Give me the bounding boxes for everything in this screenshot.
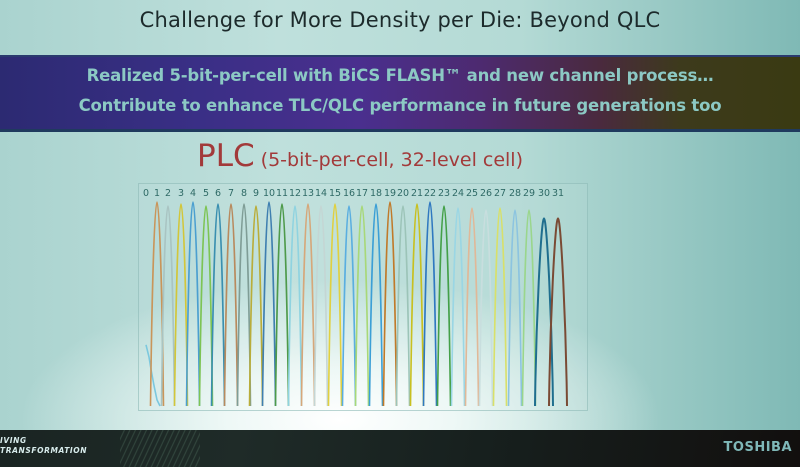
state-label: 12 <box>289 188 301 199</box>
distribution-curve-3 <box>173 203 189 407</box>
state-label: 13 <box>302 188 314 199</box>
state-label: 4 <box>190 188 196 199</box>
tagline-line-2: TRANSFORMATION <box>0 446 88 455</box>
distribution-curve-19 <box>382 201 398 407</box>
state-label: 29 <box>523 188 535 199</box>
state-label: 8 <box>241 188 247 199</box>
distribution-curve-16 <box>341 205 357 407</box>
distribution-curve-15 <box>327 203 343 407</box>
brand-logo: TOSHIBA <box>723 440 792 455</box>
distribution-curve-9 <box>248 205 264 407</box>
state-label: 23 <box>438 188 450 199</box>
state-label: 7 <box>228 188 234 199</box>
state-label: 5 <box>203 188 209 199</box>
distribution-curve-29 <box>521 209 537 407</box>
state-label: 11 <box>276 188 288 199</box>
footer-tagline: IVING TRANSFORMATION <box>0 436 87 456</box>
banner-line-2: Contribute to enhance TLC/QLC performanc… <box>78 96 722 115</box>
state-label: 22 <box>424 188 436 199</box>
distribution-curve-21 <box>409 203 425 407</box>
state-label: 20 <box>397 188 409 199</box>
state-label: 30 <box>538 188 550 199</box>
state-label: 17 <box>356 188 368 199</box>
state-label: 0 <box>143 188 149 199</box>
slide-title: Challenge for More Density per Die: Beyo… <box>139 8 661 32</box>
state-label: 9 <box>253 188 259 199</box>
distribution-curve-26 <box>478 209 494 407</box>
chart-heading-sub: (5-bit-per-cell, 32-level cell) <box>254 149 523 171</box>
distribution-curve-14 <box>313 205 329 407</box>
distribution-curve-5 <box>198 205 214 407</box>
state-label: 28 <box>509 188 521 199</box>
state-label: 26 <box>480 188 492 199</box>
state-label: 15 <box>329 188 341 199</box>
distribution-curve-7 <box>223 203 239 407</box>
state-label: 16 <box>343 188 355 199</box>
state-label: 2 <box>165 188 171 199</box>
distribution-curve-25 <box>464 207 480 407</box>
state-label: 19 <box>384 188 396 199</box>
distribution-curve-31 <box>548 217 568 407</box>
state-label: 10 <box>263 188 275 199</box>
state-label: 25 <box>466 188 478 199</box>
state-label: 3 <box>178 188 184 199</box>
vt-distribution-chart: 0 1 2 3 4 5 6 7 8 9 10 11 12 13 14 15 16 17 18 19 20 21 22 23 24… <box>143 188 568 407</box>
distribution-curve-12 <box>287 205 303 407</box>
state-label: 27 <box>494 188 506 199</box>
distribution-curve-28 <box>507 209 523 407</box>
state-label: 1 <box>154 188 160 199</box>
tagline-line-1: IVING <box>0 436 27 445</box>
distribution-curve-13 <box>300 203 316 407</box>
distribution-curve-6 <box>210 203 226 407</box>
footer-decoration <box>120 430 200 467</box>
distribution-curve-17 <box>354 205 370 407</box>
state-label: 6 <box>215 188 221 199</box>
distribution-curve-11 <box>274 203 290 407</box>
chart-heading-main: PLC <box>197 138 255 174</box>
distribution-curve-18 <box>368 203 384 407</box>
distribution-curve-27 <box>492 207 508 407</box>
distribution-curve-20 <box>395 205 411 407</box>
chart-heading: PLC (5-bit-per-cell, 32-level cell) <box>0 138 720 174</box>
distribution-curve-22 <box>422 201 438 407</box>
footer-bar <box>0 430 800 467</box>
banner-line-1: Realized 5-bit-per-cell with BiCS FLASH™… <box>86 66 714 85</box>
distribution-curve-23 <box>436 205 452 407</box>
state-label: 24 <box>452 188 464 199</box>
state-label: 14 <box>315 188 327 199</box>
highlight-banner: Realized 5-bit-per-cell with BiCS FLASH™… <box>0 55 800 132</box>
distribution-curve-24 <box>450 207 466 407</box>
distribution-curve-8 <box>236 203 252 407</box>
distribution-curve-4 <box>185 201 201 407</box>
distribution-curve-2 <box>160 205 176 407</box>
distribution-curve-0 <box>145 344 161 407</box>
state-label: 21 <box>411 188 423 199</box>
distribution-curve-10 <box>261 201 277 407</box>
state-label: 18 <box>370 188 382 199</box>
slide: Challenge for More Density per Die: Beyo… <box>0 0 800 430</box>
state-label: 31 <box>552 188 564 199</box>
